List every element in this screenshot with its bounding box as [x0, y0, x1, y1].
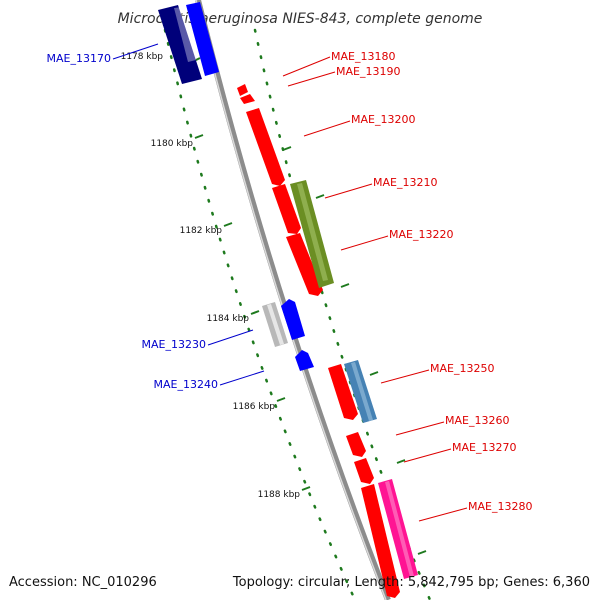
gene-mae-13230[interactable] — [281, 299, 305, 340]
gene-highlight — [385, 481, 414, 577]
kbp-label: 1184 kbp — [207, 314, 250, 324]
genome-backbone — [195, 0, 391, 600]
gene-mae-13190[interactable] — [240, 94, 255, 104]
gene-label-mae-13170[interactable]: MAE_13170 — [47, 52, 111, 65]
leader-lines — [112, 43, 468, 522]
gene-mae-13220-red[interactable] — [286, 233, 323, 296]
gene-mae-13200[interactable] — [246, 108, 285, 186]
gene-mae-13240[interactable] — [295, 350, 314, 371]
gene-label-mae-13190[interactable]: MAE_13190 — [336, 65, 400, 78]
gene-highlight — [297, 183, 328, 281]
gene-mae-13210[interactable] — [272, 184, 301, 234]
kbp-label: 1182 kbp — [180, 226, 223, 236]
gene-label-mae-13260[interactable]: MAE_13260 — [445, 414, 509, 427]
kbp-labels: 1178 kbp 1180 kbp 1182 kbp 1184 kbp 1186… — [121, 52, 301, 500]
gene-highlight — [174, 7, 196, 62]
gene-mae-13170-navy[interactable] — [158, 5, 202, 84]
gene-label-mae-13200[interactable]: MAE_13200 — [351, 113, 415, 126]
gene-mae-13250-red[interactable] — [328, 364, 358, 420]
gene-label-mae-13270[interactable]: MAE_13270 — [452, 441, 516, 454]
gene-mae-13180[interactable] — [237, 84, 248, 96]
gene-label-mae-13280[interactable]: MAE_13280 — [468, 500, 532, 513]
gene-label-mae-13210[interactable]: MAE_13210 — [373, 176, 437, 189]
gene-labels: MAE_13170 MAE_13180 MAE_13190 MAE_13200 … — [47, 50, 533, 513]
plus-strand-ticks — [282, 146, 427, 555]
kbp-label: 1188 kbp — [258, 490, 301, 500]
gene-mae-13280-red[interactable] — [361, 484, 400, 598]
gene-label-mae-13180[interactable]: MAE_13180 — [331, 50, 395, 63]
gene-features — [158, 2, 418, 598]
gene-label-mae-13230[interactable]: MAE_13230 — [142, 338, 206, 351]
gene-mae-13170[interactable] — [186, 2, 219, 76]
genome-summary-text: Topology: circular; Length: 5,842,795 bp… — [232, 575, 590, 590]
gene-highlight — [351, 362, 373, 421]
gene-mae-13260[interactable] — [346, 432, 366, 457]
gene-label-mae-13220[interactable]: MAE_13220 — [389, 228, 453, 241]
gene-label-mae-13250[interactable]: MAE_13250 — [430, 362, 494, 375]
gene-mae-13270[interactable] — [354, 458, 374, 484]
map-title: Microcystis aeruginosa NIES-843, complet… — [118, 11, 483, 27]
accession-text: Accession: NC_010296 — [9, 575, 157, 590]
gene-label-mae-13240[interactable]: MAE_13240 — [154, 378, 218, 391]
kbp-label: 1180 kbp — [151, 139, 194, 149]
kbp-label: 1178 kbp — [121, 52, 164, 62]
kbp-label: 1186 kbp — [233, 402, 276, 412]
gene-highlight — [267, 304, 284, 345]
